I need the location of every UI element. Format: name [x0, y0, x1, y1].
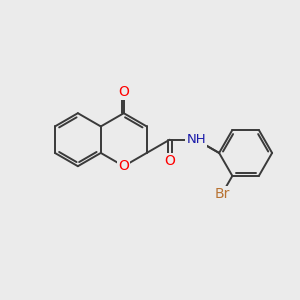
- Text: O: O: [164, 154, 175, 168]
- Text: O: O: [118, 85, 129, 99]
- Text: O: O: [118, 159, 129, 173]
- Text: NH: NH: [186, 133, 206, 146]
- Text: Br: Br: [214, 187, 230, 201]
